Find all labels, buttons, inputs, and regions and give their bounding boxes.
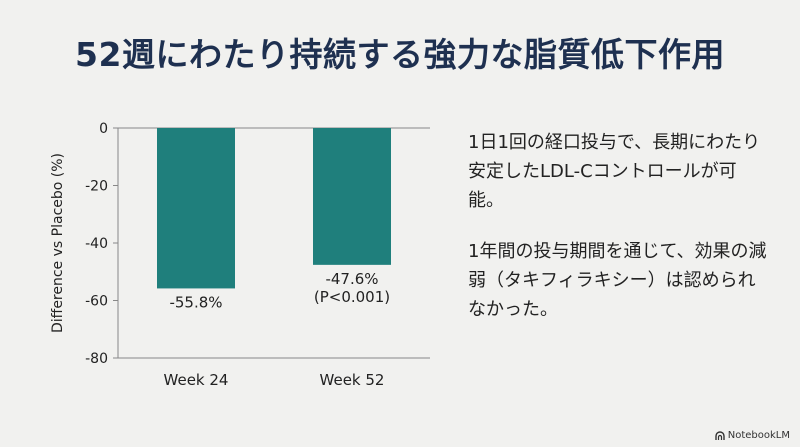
bar [157, 128, 235, 289]
notebooklm-logo-icon [715, 430, 725, 440]
y-tick-label: -60 [85, 294, 108, 310]
page-title: 52週にわたり持続する強力な脂質低下作用 [75, 35, 725, 74]
bar-chart: 0 -20 -40 -60 -80 Difference vs Placebo (%) -5… [50, 121, 430, 389]
description-panel: 1日1回の経口投与で、長期にわたり安定したLDL-Cコントロールが可能。 1年間… [468, 128, 768, 346]
y-tick-label: -20 [85, 179, 108, 195]
x-tick-label: Week 24 [164, 371, 229, 389]
y-tick-label: -80 [85, 351, 108, 367]
bar-data-label: -47.6% [325, 270, 378, 288]
bar-data-label: -55.8% [169, 293, 222, 311]
y-tick-label: 0 [99, 121, 108, 137]
bar [313, 128, 391, 265]
y-tick-label: -40 [85, 236, 108, 252]
description-paragraph-1: 1日1回の経口投与で、長期にわたり安定したLDL-Cコントロールが可能。 [468, 132, 761, 211]
x-tick-label: Week 52 [320, 371, 385, 389]
bar-data-label: (P<0.001) [314, 288, 390, 306]
brand-label: NotebookLM [727, 430, 790, 441]
y-axis-title: Difference vs Placebo (%) [50, 153, 66, 333]
description-paragraph-2: 1年間の投与期間を通じて、効果の減弱（タキフィラキシー）は認められなかった。 [468, 241, 767, 320]
brand-watermark: NotebookLM [715, 430, 790, 441]
